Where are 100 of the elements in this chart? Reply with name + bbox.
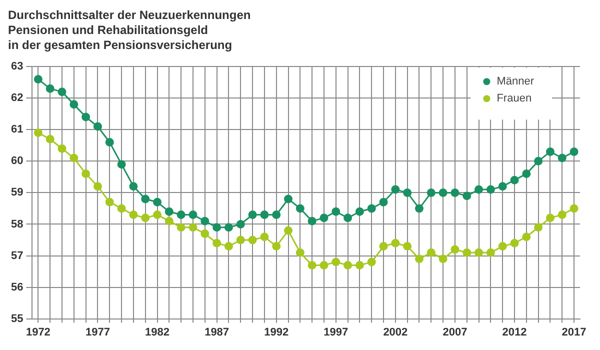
point (426, 188, 436, 197)
point (570, 147, 578, 156)
point (355, 260, 364, 270)
y-tick-label: 59 (10, 186, 24, 199)
point (486, 248, 495, 257)
x-tick-label: 1972 (26, 326, 50, 338)
chart-title: Durchschnittsalter der Neuzuerkennungen Pensionen und Rehabilitationsgeld in der gesamten Pensionsversicherung (8, 8, 252, 53)
point (498, 182, 507, 191)
point (414, 204, 424, 213)
point (93, 122, 102, 131)
point (296, 248, 304, 257)
point (510, 176, 519, 184)
point (379, 198, 388, 206)
point (153, 210, 162, 220)
point (391, 238, 400, 248)
point (344, 214, 352, 222)
point (129, 182, 138, 191)
point (164, 207, 174, 216)
point (248, 210, 257, 220)
point (546, 214, 554, 222)
point (284, 226, 293, 235)
y-tick-label: 61 (10, 124, 24, 136)
y-tick-label: 60 (10, 155, 24, 168)
point (546, 147, 554, 156)
point (284, 194, 293, 204)
point (129, 210, 138, 220)
point (200, 229, 210, 238)
y-tick-label: 63 (10, 60, 24, 73)
point (558, 210, 566, 220)
x-tick-label: 1982 (145, 326, 170, 338)
point (522, 170, 531, 178)
point (224, 223, 233, 232)
point (176, 223, 186, 232)
point (558, 154, 566, 162)
point (450, 245, 460, 254)
point (308, 216, 316, 226)
legend-label: Männer (496, 76, 534, 88)
point (212, 238, 222, 248)
y-tick-label: 58 (10, 218, 24, 230)
point (534, 156, 543, 166)
point (58, 88, 66, 96)
point (438, 188, 448, 197)
point (248, 236, 257, 244)
point (46, 134, 54, 144)
point (367, 204, 376, 213)
point (308, 260, 316, 270)
x-tick-label: 1987 (204, 326, 230, 338)
point (46, 84, 54, 93)
point (474, 185, 484, 194)
point (200, 216, 210, 226)
point (272, 242, 281, 251)
y-tick-label: 57 (10, 250, 24, 262)
point (93, 182, 102, 191)
point (260, 232, 269, 242)
point (105, 138, 114, 147)
point (498, 242, 507, 251)
point (82, 170, 90, 178)
point (70, 154, 78, 162)
point (403, 188, 412, 197)
x-tick-label: 2007 (442, 326, 468, 338)
x-tick-label: 1992 (264, 326, 289, 338)
point (510, 238, 519, 248)
point (153, 198, 162, 206)
point (438, 254, 448, 264)
point (296, 204, 304, 213)
point (332, 258, 340, 266)
point (355, 207, 364, 216)
x-tick-label: 2002 (383, 326, 408, 338)
point (34, 74, 42, 84)
point (188, 210, 198, 220)
point (141, 214, 150, 222)
point (117, 204, 126, 213)
x-tick-label: 1997 (324, 326, 348, 338)
point (486, 185, 495, 194)
point (164, 216, 174, 226)
point (272, 210, 281, 220)
y-tick-label: 62 (10, 92, 24, 104)
point (462, 248, 472, 257)
point (70, 100, 78, 109)
point (117, 160, 126, 169)
point (236, 236, 245, 244)
point (450, 188, 460, 197)
x-tick-label: 1977 (85, 326, 110, 338)
legend-label: Frauen (496, 92, 532, 105)
point (224, 242, 233, 251)
point (176, 210, 186, 220)
point (426, 248, 436, 257)
point (474, 248, 484, 257)
point (522, 232, 531, 242)
point (332, 207, 340, 216)
point (570, 204, 578, 213)
y-tick-label: 56 (10, 281, 24, 294)
point (367, 258, 376, 266)
point (188, 223, 198, 232)
point (414, 254, 424, 264)
point (82, 112, 90, 122)
x-tick-label: 2012 (502, 326, 527, 338)
point (320, 260, 328, 270)
point (212, 223, 222, 232)
point (534, 223, 543, 232)
